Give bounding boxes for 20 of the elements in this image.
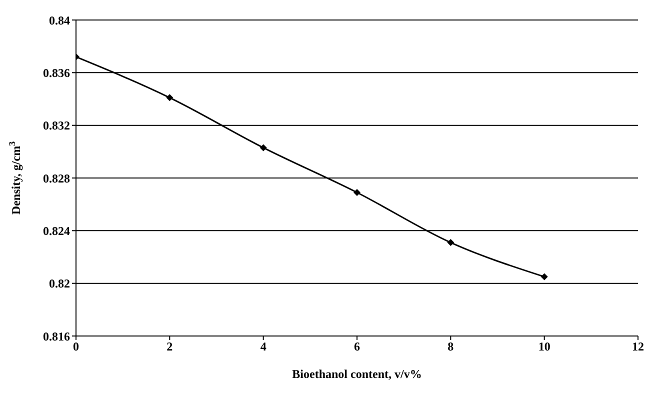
x-tick-label: 2 [166,340,173,354]
point [540,273,548,280]
y-tick-label: 0.84 [49,13,70,28]
y-tick-label: 0.816 [43,329,70,344]
x-tick-label: 6 [354,340,360,354]
point [447,239,454,246]
point [260,144,267,152]
point [166,94,174,102]
x-axis-title: Bioethanol content, v/v% [292,367,422,381]
x-tick-label: 8 [448,340,454,354]
y-tick-label: 0.832 [43,118,70,133]
y-tick-label: 0.828 [43,171,70,186]
x-tick-label: 12 [632,340,644,354]
x-tick-label: 4 [260,340,266,354]
x-tick-label: 0 [73,340,79,354]
x-tick-label: 10 [538,340,550,354]
point [354,188,360,196]
y-tick-label: 0.82 [49,276,70,291]
y-tick-label: 0.836 [43,66,70,80]
y-tick-label: 0.824 [43,224,70,238]
